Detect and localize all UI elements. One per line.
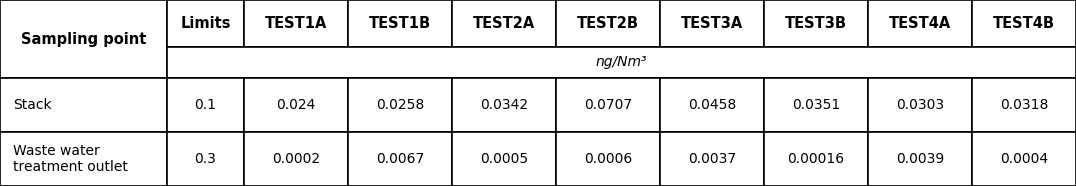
Text: 0.0342: 0.0342 [480, 98, 528, 112]
Text: TEST3B: TEST3B [785, 16, 847, 31]
Text: 0.0037: 0.0037 [688, 152, 736, 166]
Text: 0.0303: 0.0303 [896, 98, 944, 112]
Text: Waste water
treatment outlet: Waste water treatment outlet [13, 144, 128, 174]
Text: TEST1A: TEST1A [265, 16, 327, 31]
Text: 0.0005: 0.0005 [480, 152, 528, 166]
Bar [452, 78, 556, 132]
Text: ng/Nm³: ng/Nm³ [596, 55, 647, 69]
Bar [764, 0, 868, 46]
Text: 0.024: 0.024 [277, 98, 316, 112]
Bar [349, 0, 452, 46]
Bar [167, 46, 1076, 78]
Text: TEST2B: TEST2B [577, 16, 639, 31]
Bar [660, 132, 764, 186]
Bar [972, 78, 1076, 132]
Bar [660, 78, 764, 132]
Bar [0, 0, 167, 78]
Text: 0.0258: 0.0258 [377, 98, 424, 112]
Text: TEST4A: TEST4A [889, 16, 951, 31]
Text: 0.0067: 0.0067 [377, 152, 424, 166]
Bar [764, 78, 868, 132]
Text: TEST1B: TEST1B [369, 16, 431, 31]
Bar [556, 132, 660, 186]
Text: TEST4B: TEST4B [993, 16, 1054, 31]
Bar [764, 132, 868, 186]
Bar [972, 0, 1076, 46]
Bar [167, 0, 244, 46]
Text: Sampling point: Sampling point [20, 32, 146, 46]
Text: 0.0039: 0.0039 [896, 152, 944, 166]
Text: Limits: Limits [181, 16, 230, 31]
Bar [452, 132, 556, 186]
Text: 0.00016: 0.00016 [788, 152, 845, 166]
Text: 0.0458: 0.0458 [688, 98, 736, 112]
Bar [868, 0, 972, 46]
Text: 0.0006: 0.0006 [584, 152, 633, 166]
Bar [167, 132, 244, 186]
Bar [972, 132, 1076, 186]
Bar [167, 78, 244, 132]
Bar [244, 78, 349, 132]
Bar [0, 132, 167, 186]
Bar [868, 78, 972, 132]
Bar [452, 0, 556, 46]
Bar [244, 132, 349, 186]
Text: 0.0004: 0.0004 [1000, 152, 1048, 166]
Bar [0, 78, 167, 132]
Bar [556, 0, 660, 46]
Text: TEST2A: TEST2A [473, 16, 535, 31]
Bar [660, 0, 764, 46]
Text: 0.0002: 0.0002 [272, 152, 321, 166]
Bar [349, 78, 452, 132]
Text: 0.0351: 0.0351 [792, 98, 840, 112]
Text: 0.0318: 0.0318 [1000, 98, 1048, 112]
Bar [556, 78, 660, 132]
Text: 0.0707: 0.0707 [584, 98, 633, 112]
Bar [244, 0, 349, 46]
Text: 0.3: 0.3 [195, 152, 216, 166]
Bar [868, 132, 972, 186]
Text: Stack: Stack [13, 98, 52, 112]
Text: 0.1: 0.1 [195, 98, 216, 112]
Bar [349, 132, 452, 186]
Text: TEST3A: TEST3A [681, 16, 744, 31]
